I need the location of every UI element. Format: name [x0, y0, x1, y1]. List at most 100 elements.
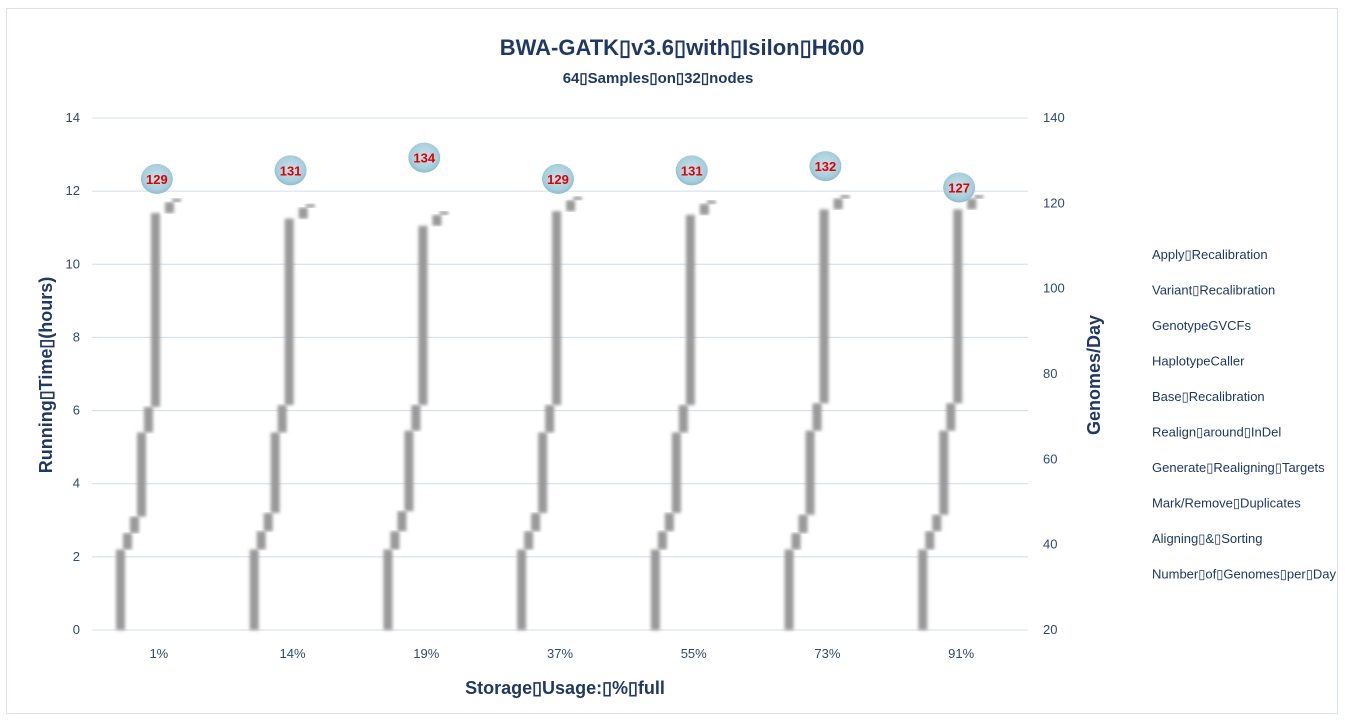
genomes-per-day-label: 134	[413, 151, 435, 166]
chart-title: BWA-GATK▯v3.6▯with▯Isilon▯H600	[500, 35, 865, 60]
bar-segment	[805, 430, 815, 515]
bar-segment	[531, 512, 541, 532]
genomes-per-day-markers: 129 131 134 129 131 132 127	[140, 142, 976, 203]
bar-segment	[925, 531, 935, 550]
bar-segment	[144, 406, 153, 433]
bar-segment	[383, 549, 393, 630]
y-tick-label: 12	[66, 183, 80, 198]
y2-tick-label: 140	[1043, 110, 1065, 125]
bar-segment	[932, 514, 942, 532]
x-axis-title: Storage▯Usage:▯%▯full	[465, 678, 665, 698]
legend-item: Base▯Recalibration	[1152, 389, 1265, 404]
bar-segment	[552, 211, 562, 406]
bar-segment	[538, 432, 548, 513]
y2-axis-ticks: 20 40 60 80 100 120 140	[1043, 110, 1065, 637]
bar-segment	[657, 531, 667, 550]
x-tick-label: 19%	[413, 646, 439, 661]
bar-segment	[411, 405, 421, 431]
bar-segment	[812, 403, 822, 431]
y2-tick-label: 80	[1043, 366, 1057, 381]
bar-segment	[130, 516, 139, 534]
bar-segment	[953, 209, 963, 404]
legend-item: GenotypeGVCFs	[1152, 318, 1251, 333]
bar-segment	[298, 207, 308, 219]
bar-segment	[784, 549, 794, 630]
bar-segment	[123, 533, 132, 550]
bar-segment	[545, 405, 555, 433]
legend-item: Aligning▯&▯Sorting	[1152, 531, 1262, 546]
x-tick-label: 14%	[280, 646, 306, 661]
bar-segment	[678, 405, 688, 433]
genomes-per-day-label: 127	[948, 180, 970, 195]
bar-segment	[249, 549, 259, 630]
bar-segment	[967, 198, 977, 210]
chart-subtitle: 64▯Samples▯on▯32▯nodes	[563, 70, 754, 87]
x-tick-label: 73%	[814, 646, 840, 661]
genomes-per-day-marker	[675, 155, 708, 186]
legend-item: Variant▯Recalibration	[1152, 283, 1275, 298]
x-tick-label: 91%	[948, 646, 974, 661]
bar-segment	[137, 432, 146, 517]
y2-tick-label: 20	[1043, 622, 1057, 637]
x-tick-label: 1%	[149, 646, 168, 661]
y2-tick-label: 40	[1043, 537, 1057, 552]
legend-item: Number▯of▯Genomes▯per▯Day	[1152, 567, 1336, 582]
genomes-per-day-marker	[542, 163, 574, 194]
bar-segment	[833, 198, 843, 210]
bar-segment	[699, 203, 709, 215]
x-tick-label: 37%	[547, 646, 573, 661]
bar-segment	[439, 211, 449, 215]
genomes-per-day-label: 131	[681, 163, 703, 178]
bar-segment	[432, 214, 442, 226]
y2-tick-label: 60	[1043, 451, 1057, 466]
bar-segment	[284, 218, 294, 406]
y-tick-label: 8	[73, 329, 80, 344]
bar-series	[116, 194, 984, 630]
genomes-per-day-marker	[943, 172, 976, 203]
bar-segment	[517, 549, 527, 630]
bar-segment	[918, 549, 928, 630]
bar-segment	[172, 198, 181, 203]
bar-segment	[566, 200, 576, 212]
bar-segment	[650, 549, 660, 630]
bar-segment	[305, 203, 315, 208]
bar-segment	[116, 549, 125, 630]
gridlines	[92, 117, 1028, 631]
bar-segment	[939, 430, 949, 515]
bar-segment	[819, 209, 829, 404]
bar-segment	[671, 432, 681, 513]
y-tick-label: 4	[73, 476, 80, 491]
bar-segment	[263, 512, 273, 532]
y-axis-title: Running▯Time▯(hours)	[36, 277, 56, 473]
chart-frame	[6, 8, 1338, 714]
bar-segment	[418, 225, 428, 406]
bar-segment	[151, 213, 160, 407]
bar-segment	[277, 405, 287, 433]
bar-segment	[256, 531, 266, 550]
x-axis-ticks: 1% 14% 19% 37% 55% 73% 91%	[149, 646, 974, 661]
bar-segment	[390, 531, 400, 550]
y-tick-label: 10	[66, 256, 80, 271]
y2-axis-title: Genomes/Day	[1084, 315, 1104, 435]
bar-segment	[840, 194, 850, 199]
legend: Apply▯Recalibration Variant▯Recalibration…	[1152, 247, 1336, 582]
legend-item: HaplotypeCaller	[1152, 354, 1245, 369]
genomes-per-day-label: 132	[815, 159, 837, 174]
genomes-per-day-label: 129	[547, 172, 569, 187]
bar-segment	[664, 512, 674, 532]
y-axis-ticks: 0 2 4 6 8 10 12 14	[66, 110, 80, 637]
y-tick-label: 6	[73, 403, 80, 418]
bar-segment	[270, 432, 280, 513]
genomes-per-day-marker	[408, 142, 441, 173]
genomes-per-day-label: 131	[280, 163, 302, 178]
bar-segment	[706, 200, 716, 204]
bar-segment	[573, 196, 583, 201]
legend-item: Generate▯Realigning▯Targets	[1152, 460, 1325, 475]
genomes-per-day-label: 129	[146, 172, 168, 187]
legend-item: Mark/Remove▯Duplicates	[1152, 496, 1301, 511]
bar-segment	[685, 214, 695, 406]
y2-tick-label: 100	[1043, 281, 1065, 296]
x-tick-label: 55%	[681, 646, 707, 661]
genomes-per-day-marker	[809, 151, 842, 182]
bar-segment	[946, 403, 956, 431]
